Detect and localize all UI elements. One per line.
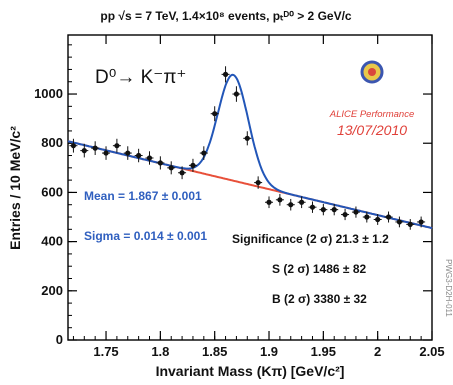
y-tick-label: 800	[41, 135, 63, 150]
data-point	[69, 138, 78, 153]
data-point	[254, 176, 263, 189]
x-tick-label: 1.9	[260, 344, 278, 359]
data-point	[384, 211, 393, 223]
data-point	[265, 196, 274, 209]
chart-title: pp √s = 7 TeV, 1.4×10⁸ events, pₜᴰ⁰ > 2 …	[100, 9, 352, 23]
reaction-label: D⁰→ K⁻π⁺	[95, 67, 186, 88]
data-point	[297, 196, 306, 209]
data-point	[167, 161, 176, 175]
y-tick-labels: 0 200 400 600 800 1000	[34, 86, 63, 347]
data-point	[341, 209, 350, 221]
y-tick-label: 0	[56, 332, 63, 347]
logo-caption: ALICE Performance	[329, 109, 414, 120]
data-point	[308, 201, 317, 213]
sigma-annotation: Sigma = 0.014 ± 0.001	[84, 229, 207, 243]
data-point	[275, 193, 284, 206]
data-point	[156, 156, 165, 170]
data-point	[134, 148, 143, 163]
data-point	[362, 211, 371, 223]
y-tick-label: 200	[41, 283, 63, 298]
side-identifier: PWG3-D2H-011	[444, 259, 453, 317]
alice-logo-core	[368, 68, 376, 76]
x-tick-label: 1.75	[93, 344, 118, 359]
data-point	[373, 214, 382, 225]
s-annotation: S (2 σ) 1486 ± 82	[272, 262, 367, 276]
y-tick-label: 1000	[34, 86, 63, 101]
x-tick-label: 2	[374, 344, 381, 359]
signal-fit-line	[67, 73, 433, 230]
data-point	[286, 198, 295, 211]
data-point	[417, 216, 426, 228]
y-tick-label: 600	[41, 184, 63, 199]
y-axis-label: Entries / 10 MeV/c²	[7, 126, 23, 250]
plot-frame	[67, 34, 433, 341]
data-point	[351, 206, 360, 218]
x-tick-label: 1.85	[202, 344, 227, 359]
data-point	[395, 216, 404, 228]
x-tick-labels: 1.75 1.8 1.85 1.9 1.95 2 2.05	[93, 344, 444, 359]
alice-logo	[360, 60, 384, 84]
data-point	[330, 203, 339, 216]
data-point	[243, 131, 252, 146]
data-point	[112, 138, 121, 153]
x-tick-label: 2.05	[419, 344, 444, 359]
axis-ticks	[68, 35, 433, 341]
data-point	[319, 203, 328, 216]
b-annotation: B (2 σ) 3380 ± 32	[272, 292, 367, 306]
data-point	[123, 146, 132, 160]
data-point	[199, 146, 208, 160]
data-point	[91, 141, 100, 156]
logo-date: 13/07/2010	[337, 122, 407, 138]
data-point	[210, 106, 219, 122]
y-tick-label: 400	[41, 234, 63, 249]
mean-annotation: Mean = 1.867 ± 0.001	[84, 189, 202, 203]
data-point	[145, 151, 154, 165]
data-point	[221, 66, 230, 83]
data-point	[232, 86, 241, 102]
data-point	[80, 143, 89, 158]
x-tick-label: 1.95	[311, 344, 336, 359]
x-tick-label: 1.8	[151, 344, 169, 359]
data-point	[178, 166, 187, 180]
data-points	[69, 66, 426, 230]
x-axis-label: Invariant Mass (Kπ) [GeV/c²]	[156, 363, 345, 379]
data-point	[406, 219, 415, 230]
data-point	[102, 146, 111, 160]
significance-annotation: Significance (2 σ) 21.3 ± 1.2	[232, 232, 389, 246]
data-point	[188, 158, 197, 172]
